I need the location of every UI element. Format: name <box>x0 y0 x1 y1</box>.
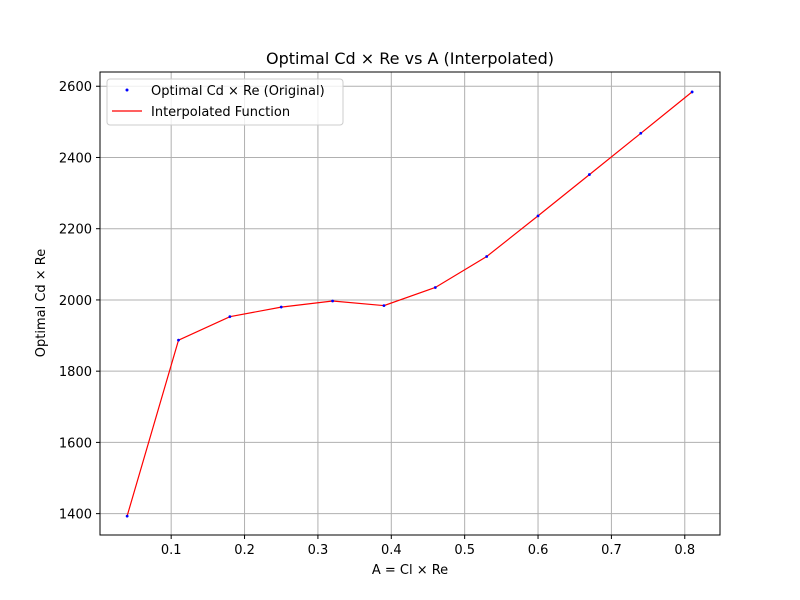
data-point <box>331 299 334 303</box>
x-tick-label: 0.2 <box>234 543 255 558</box>
chart-title: Optimal Cd × Re vs A (Interpolated) <box>266 49 554 68</box>
legend-label-interpolated: Interpolated Function <box>151 105 290 120</box>
y-tick-label: 2200 <box>59 223 92 238</box>
y-tick-label: 1800 <box>59 365 92 380</box>
y-tick-label: 1600 <box>59 436 92 451</box>
y-tick-label: 2000 <box>59 294 92 309</box>
x-tick-label: 0.4 <box>381 543 402 558</box>
x-tick-label: 0.6 <box>528 543 549 558</box>
legend: Optimal Cd × Re (Original) Interpolated … <box>106 78 344 126</box>
data-point <box>536 214 540 218</box>
legend-marker-original <box>125 88 129 92</box>
x-tick-label: 0.8 <box>674 543 695 558</box>
data-point <box>382 304 386 308</box>
data-point <box>228 315 232 319</box>
data-point <box>639 131 643 135</box>
interpolated-line <box>126 91 693 517</box>
legend-box <box>106 78 344 126</box>
y-tick-label: 2600 <box>59 80 92 95</box>
y-tick-label: 2400 <box>59 151 92 166</box>
data-point <box>177 338 180 342</box>
y-axis-label: Optimal Cd × Re <box>34 249 49 358</box>
data-point <box>279 305 283 309</box>
data-point <box>690 90 694 94</box>
x-axis-label: A = Cl × Re <box>372 563 448 578</box>
y-tick-label: 1400 <box>59 508 92 523</box>
ticks: 0.1 0.2 0.3 0.4 0.5 0.6 0.7 0.8 1400 1600 1800 2000… <box>59 80 695 558</box>
x-tick-label: 0.5 <box>454 543 475 558</box>
plot-frame <box>99 71 721 536</box>
x-tick-label: 0.1 <box>161 543 182 558</box>
data-point <box>433 286 437 289</box>
data-layer <box>125 90 694 518</box>
data-point <box>587 173 591 176</box>
data-point <box>485 255 489 258</box>
legend-label-original: Optimal Cd × Re (Original) <box>151 84 325 99</box>
grid <box>100 72 720 535</box>
x-tick-label: 0.3 <box>308 543 329 558</box>
data-point <box>125 514 129 518</box>
x-tick-label: 0.7 <box>601 543 622 558</box>
